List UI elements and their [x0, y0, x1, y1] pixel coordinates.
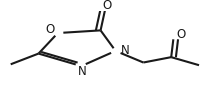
Text: N: N	[78, 65, 87, 78]
Text: O: O	[102, 0, 112, 12]
Text: O: O	[46, 23, 55, 36]
Text: N: N	[121, 44, 129, 57]
Text: O: O	[176, 28, 186, 41]
